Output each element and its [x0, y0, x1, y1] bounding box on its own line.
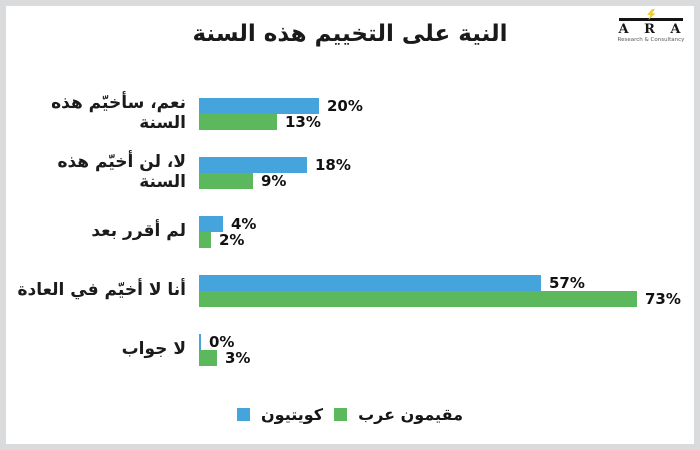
chart-legend: كويتيون مقيمون عرب: [6, 405, 694, 424]
legend-label: كويتيون: [261, 405, 324, 424]
arab-residents-bar: [199, 231, 211, 248]
chart-row: نعم، سأخيّم هذه السنة 20% 13%: [6, 84, 694, 143]
chart-row: لا، لن أخيّم هذه السنة 18% 9%: [6, 143, 694, 202]
arab-residents-value-label: 73%: [645, 289, 681, 308]
kuwaitis-bar: [199, 97, 319, 114]
arab-residents-bar-line: 73%: [199, 289, 694, 308]
kuwaitis-bar: [199, 333, 201, 350]
chart-header: النية على التخييم هذه السنة A R A Resear…: [6, 6, 694, 70]
category-label: لم أقرر بعد: [91, 220, 186, 241]
legend-entry: كويتيون: [237, 405, 323, 424]
chart-panel: النية على التخييم هذه السنة A R A Resear…: [6, 6, 694, 424]
legend-swatch: [237, 408, 250, 421]
kuwaitis-bar: [199, 215, 223, 232]
category-label: أنا لا أخيّم في العادة: [17, 279, 186, 300]
bar-group: 0% 3%: [199, 332, 694, 367]
legend-swatch: [334, 408, 348, 421]
logo-rule: [619, 18, 683, 21]
chart-title: النية على التخييم هذه السنة: [192, 21, 508, 47]
bar-group: 18% 9%: [199, 155, 694, 190]
kuwaitis-bar-line: 4%: [199, 214, 694, 233]
bar-group: 20% 13%: [199, 96, 694, 131]
category-label: نعم، سأخيّم هذه السنة: [51, 92, 186, 133]
lightning-icon: [646, 9, 655, 20]
arab-residents-bar-line: 3%: [199, 348, 694, 367]
kuwaitis-bar-line: 0%: [199, 332, 694, 351]
arab-residents-value-label: 2%: [219, 230, 245, 249]
arab-residents-bar: [199, 172, 253, 189]
kuwaitis-bar: [199, 274, 541, 291]
kuwaitis-value-label: 57%: [549, 273, 585, 292]
arab-residents-value-label: 3%: [225, 348, 251, 367]
kuwaitis-bar-line: 57%: [199, 273, 694, 292]
category-label: لا، لن أخيّم هذه السنة: [57, 151, 186, 192]
legend-label: مقيمون عرب: [358, 405, 463, 424]
arab-residents-bar-line: 13%: [199, 112, 694, 131]
kuwaitis-bar: [199, 156, 307, 173]
arab-residents-bar-line: 2%: [199, 230, 694, 249]
logo-tagline: Research & Consultancy: [617, 37, 685, 43]
bar-group: 4% 2%: [199, 214, 694, 249]
kuwaitis-value-label: 18%: [315, 155, 351, 174]
chart-row: أنا لا أخيّم في العادة 57% 73%: [6, 261, 694, 320]
kuwaitis-value-label: 0%: [209, 332, 235, 351]
kuwaitis-value-label: 20%: [327, 96, 363, 115]
kuwaitis-value-label: 4%: [231, 214, 257, 233]
chart-row: لم أقرر بعد 4% 2%: [6, 202, 694, 261]
logo-letters: A R A: [618, 22, 684, 37]
arab-residents-value-label: 9%: [261, 171, 287, 190]
arab-residents-value-label: 13%: [285, 112, 321, 131]
ara-logo: A R A Research & Consultancy: [616, 9, 686, 44]
legend-entry: مقيمون عرب: [334, 405, 463, 424]
arab-residents-bar-line: 9%: [199, 171, 694, 190]
kuwaitis-bar-line: 20%: [199, 96, 694, 115]
bar-chart: نعم، سأخيّم هذه السنة 20% 13% لا، لن أخي…: [6, 84, 694, 379]
chart-row: لا جواب 0% 3%: [6, 320, 694, 379]
arab-residents-bar: [199, 113, 277, 130]
category-label: لا جواب: [121, 338, 186, 359]
bar-group: 57% 73%: [199, 273, 694, 308]
arab-residents-bar: [199, 349, 217, 366]
kuwaitis-bar-line: 18%: [199, 155, 694, 174]
arab-residents-bar: [199, 290, 637, 307]
